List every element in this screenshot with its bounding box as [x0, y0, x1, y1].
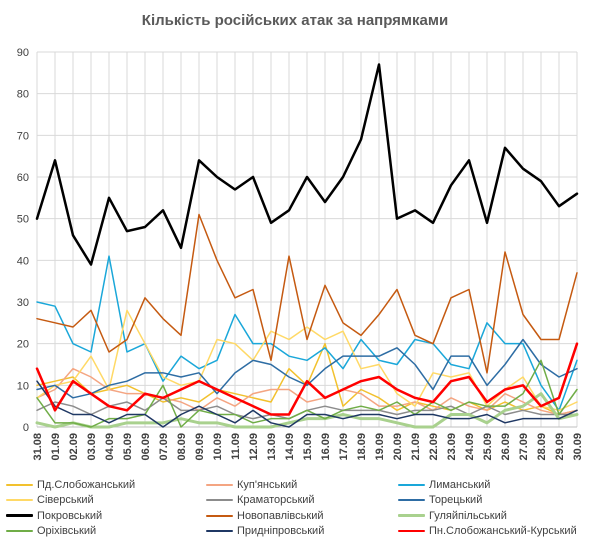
legend-label: Оріхівський: [37, 525, 97, 537]
legend-swatch: [206, 514, 233, 517]
legend-item: Лиманський: [398, 477, 490, 492]
legend-swatch: [398, 499, 425, 501]
legend-swatch: [398, 514, 425, 517]
x-tick-label: 09.09: [194, 433, 206, 461]
series-line-11: [35, 342, 579, 416]
legend: Пд.Слобожанський Куп'янський Лиманський Сів…: [6, 477, 590, 539]
x-tick-label: 10.09: [212, 433, 224, 461]
x-tick-labels: 31.08 01.09 02.09 03.09 04.09 05.09 06.09 07.09…: [32, 433, 584, 461]
legend-item: Новопавлівський: [206, 508, 323, 523]
x-tick-label: 08.09: [176, 433, 188, 461]
legend-item: Краматорський: [206, 493, 315, 508]
legend-label: Пд.Слобожанський: [37, 478, 136, 491]
x-tick-label: 25.09: [482, 433, 494, 461]
x-tick-label: 23.09: [446, 433, 458, 461]
legend-item: Покровський: [6, 508, 102, 523]
y-tick-label: 20: [17, 339, 29, 351]
legend-label: Гуляйпільський: [429, 509, 507, 522]
x-tick-label: 05.09: [122, 433, 134, 461]
x-tick-label: 20.09: [392, 433, 404, 461]
series-line-10: [36, 380, 578, 428]
chart-title: Кількість російських атак за напрямками: [141, 12, 449, 29]
legend-swatch: [398, 529, 425, 533]
x-tick-label: 04.09: [104, 433, 116, 461]
series-line-2: [36, 255, 578, 412]
legend-item: Торецький: [398, 493, 482, 508]
x-tick-label: 26.09: [500, 433, 512, 461]
legend-swatch: [6, 514, 33, 517]
series-line-8: [35, 392, 579, 429]
legend-swatch: [206, 530, 233, 532]
x-tick-label: 16.09: [320, 433, 332, 461]
y-tick-label: 30: [17, 297, 29, 309]
legend-label: Придніпровський: [237, 525, 325, 537]
series-lines: [35, 63, 579, 429]
y-tick-label: 60: [17, 172, 29, 184]
legend-item: Сіверський: [6, 493, 94, 508]
legend-item: Оріхівський: [6, 524, 96, 539]
legend-label: Новопавлівський: [237, 509, 324, 522]
series-line-1: [36, 367, 578, 416]
x-tick-label: 27.09: [518, 433, 530, 461]
x-tick-label: 24.09: [464, 433, 476, 461]
x-tick-label: 02.09: [68, 433, 80, 461]
y-tick-label: 80: [17, 89, 29, 101]
y-tick-label: 90: [17, 47, 29, 59]
legend-item: Гуляйпільський: [398, 508, 507, 523]
legend-item: Пд.Слобожанський: [6, 477, 135, 492]
legend-item: Придніпровський: [206, 524, 324, 539]
y-tick-label: 70: [17, 130, 29, 142]
x-tick-label: 07.09: [158, 433, 170, 461]
x-tick-label: 14.09: [284, 433, 296, 461]
series-line-6: [35, 63, 579, 266]
legend-item: Пн.Слобожанський-Курський: [398, 524, 577, 539]
x-tick-label: 17.09: [338, 433, 350, 461]
x-tick-label: 30.09: [572, 433, 584, 461]
x-tick-label: 22.09: [428, 433, 440, 461]
y-tick-label: 50: [17, 214, 29, 226]
x-tick-label: 11.09: [230, 433, 242, 460]
y-tick-label: 40: [17, 255, 29, 267]
series-line-5: [36, 338, 578, 399]
series-line-7: [36, 213, 578, 374]
x-tick-label: 01.09: [50, 433, 62, 461]
legend-swatch: [398, 483, 425, 486]
legend-label: Торецький: [429, 494, 483, 506]
grid-lines: [36, 51, 578, 428]
y-tick-label: 0: [23, 422, 29, 434]
legend-swatch: [206, 483, 233, 486]
x-tick-label: 28.09: [536, 433, 548, 461]
legend-swatch: [206, 499, 233, 501]
legend-label: Покровський: [37, 509, 103, 522]
x-tick-label: 13.09: [266, 433, 278, 461]
x-tick-label: 12.09: [248, 433, 260, 461]
x-tick-label: 21.09: [410, 433, 422, 461]
line-chart: 0 10 20 30 40 50 60 70 80 90 31.08 01.09 02.09 03.09…: [17, 47, 584, 461]
y-tick-label: 10: [17, 380, 29, 392]
y-tick-labels: 0 10 20 30 40 50 60 70 80 90: [17, 47, 29, 434]
legend-swatch: [6, 499, 33, 501]
legend-label: Сіверський: [37, 494, 94, 506]
legend-label: Куп'янський: [237, 478, 298, 491]
legend-item: Куп'янський: [206, 477, 297, 492]
legend-swatch: [6, 483, 33, 486]
legend-label: Пн.Слобожанський-Курський: [429, 525, 577, 537]
x-tick-label: 06.09: [140, 433, 152, 461]
x-tick-label: 29.09: [554, 433, 566, 461]
x-tick-label: 03.09: [86, 433, 98, 461]
x-tick-label: 18.09: [356, 433, 368, 461]
legend-label: Лиманський: [429, 478, 491, 491]
x-tick-label: 19.09: [374, 433, 386, 461]
x-tick-label: 31.08: [32, 433, 44, 461]
x-tick-label: 15.09: [302, 433, 314, 461]
series-line-9: [36, 359, 578, 428]
legend-swatch: [6, 530, 33, 532]
legend-label: Краматорський: [237, 494, 315, 506]
